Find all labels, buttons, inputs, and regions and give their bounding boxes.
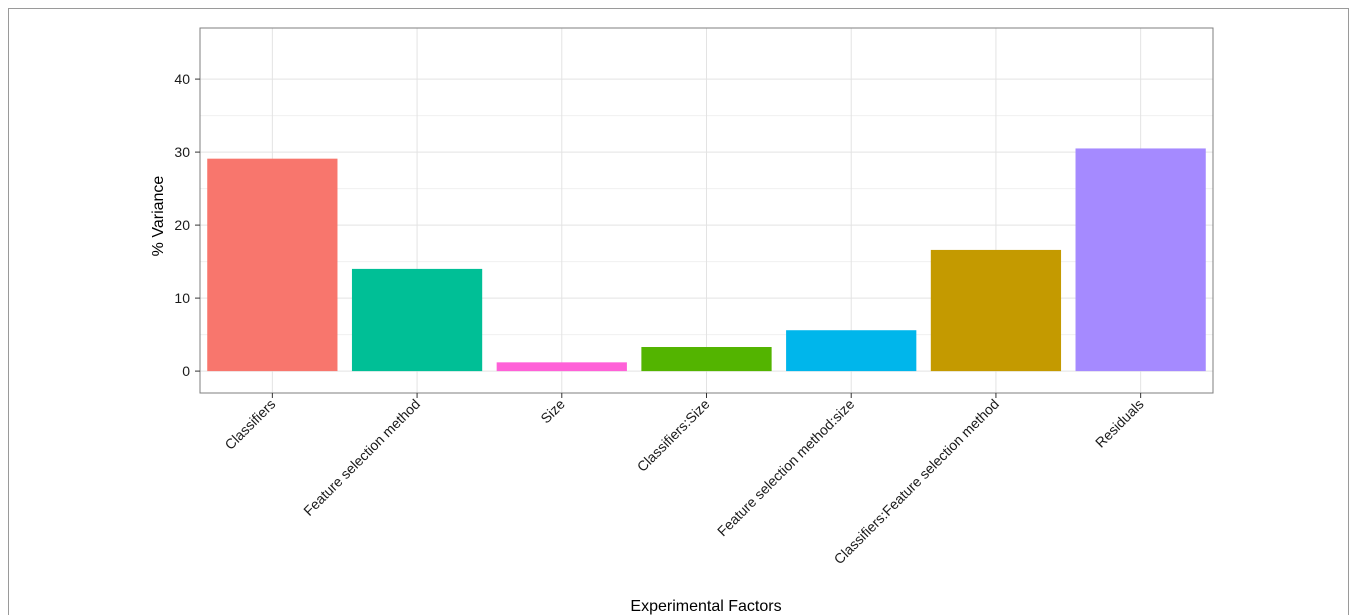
- bar-2: [351, 268, 483, 372]
- bar-7: [1075, 148, 1206, 372]
- x-tick-label: Classifiers:Size: [634, 396, 713, 475]
- bar-1: [207, 158, 338, 372]
- figure-frame: [8, 8, 1349, 615]
- y-tick-label: 20: [174, 217, 190, 233]
- bars: [207, 148, 1206, 372]
- y-tick-label: 10: [174, 290, 190, 306]
- y-tick-label: 0: [182, 363, 190, 379]
- bar-4: [641, 347, 772, 372]
- x-tick-label: Size: [537, 396, 568, 427]
- y-axis: 0 10 20 30 40: [174, 71, 200, 379]
- x-tick-label: Classifiers:Feature selection method: [831, 396, 1002, 567]
- x-tick-label: Residuals: [1092, 396, 1147, 451]
- x-axis: Classifiers Feature selection method Size C…: [222, 393, 1147, 567]
- x-tick-label: Feature selection method: [300, 396, 423, 519]
- bar-6: [930, 249, 1062, 372]
- y-tick-label: 40: [174, 71, 190, 87]
- x-tick-label: Feature selection method:size: [714, 396, 858, 540]
- bar-5: [786, 330, 917, 372]
- y-axis-title: % Variance: [150, 176, 167, 257]
- y-tick-label: 30: [174, 144, 190, 160]
- x-axis-title: Experimental Factors: [630, 598, 781, 615]
- x-tick-label: Classifiers: [222, 396, 279, 453]
- bar-3: [496, 362, 627, 372]
